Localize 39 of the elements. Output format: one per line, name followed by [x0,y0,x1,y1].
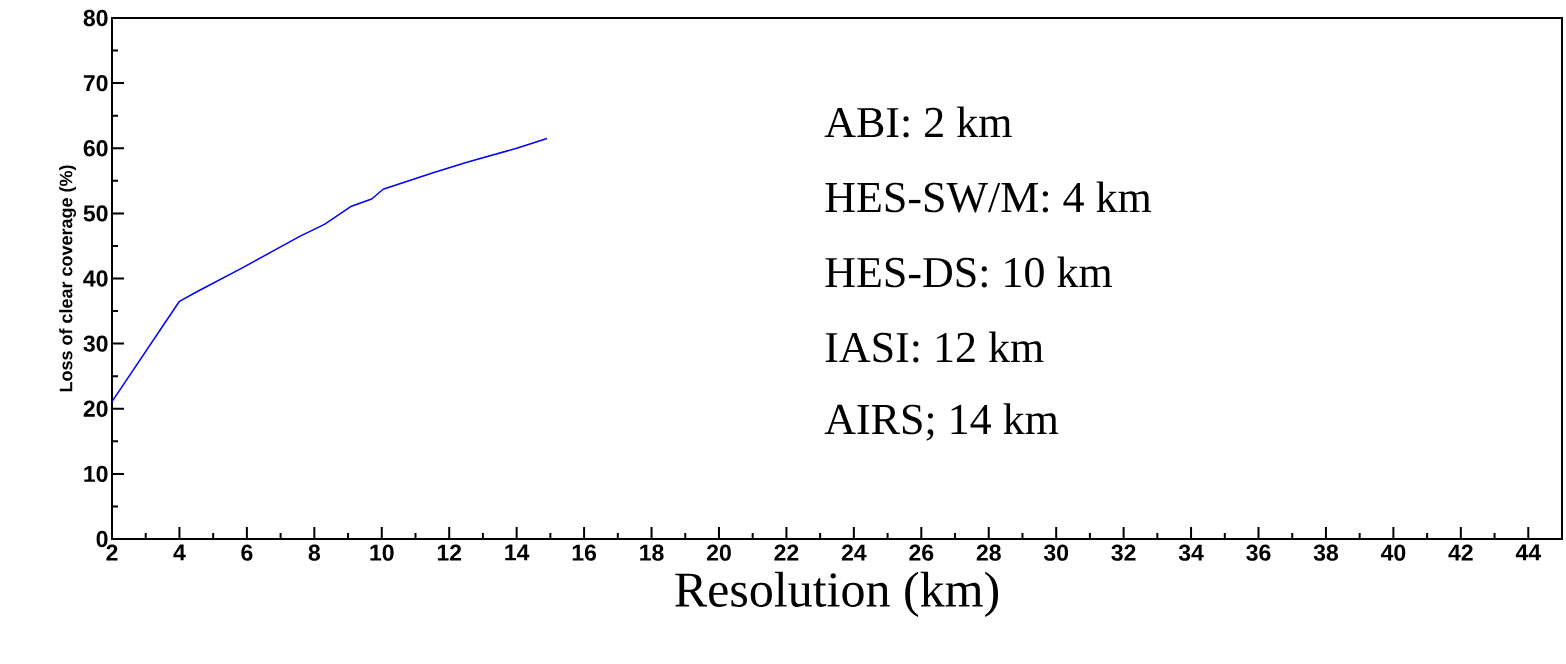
x-tick-label: 2 [106,544,118,561]
y-tick-label: 50 [83,205,108,222]
x-tick-label: 14 [505,544,530,561]
x-tick-label: 24 [841,544,867,561]
annotation: IASI: 12 km [825,331,1044,363]
x-tick-label: 44 [1515,544,1541,561]
x-tick-label: 40 [1380,544,1406,561]
annotation: HES-SW/M: 4 km [825,181,1152,213]
y-tick-label: 70 [83,74,108,92]
x-tick-label: 30 [1043,544,1069,561]
y-tick-label: 40 [83,270,108,287]
annotation: HES-DS: 10 km [825,256,1112,288]
annotation: AIRS; 14 km [824,403,1059,441]
x-tick-label: 22 [774,544,799,561]
x-tick-label: 6 [241,544,253,561]
y-tick-label: 0 [96,530,108,548]
x-tick-label: 20 [706,544,731,561]
y-tick-label: 60 [83,140,108,157]
x-tick-label: 28 [976,544,1001,561]
y-axis-title: Loss of clear coverage (%) [59,165,77,392]
annotation: ABI: 2 km [824,106,1012,138]
y-tick-label: 80 [83,9,108,27]
x-tick-label: 8 [308,544,321,561]
y-tick-label: 10 [84,465,108,483]
y-tick-label: 30 [83,335,108,352]
x-axis-title: Resolution (km) [675,571,999,618]
x-tick-label: 26 [909,544,934,561]
x-tick-label: 38 [1313,544,1339,561]
x-tick-label: 42 [1448,544,1473,561]
x-tick-label: 18 [640,544,664,561]
line-series [111,137,548,403]
x-tick-label: 32 [1111,544,1136,561]
x-tick-label: 10 [370,544,394,561]
x-tick-label: 16 [572,544,597,561]
x-tick-label: 34 [1178,544,1204,561]
x-tick-label: 12 [437,544,462,561]
x-tick-label: 36 [1246,544,1271,561]
x-tick-label: 4 [173,544,186,561]
y-tick-label: 20 [83,400,108,417]
